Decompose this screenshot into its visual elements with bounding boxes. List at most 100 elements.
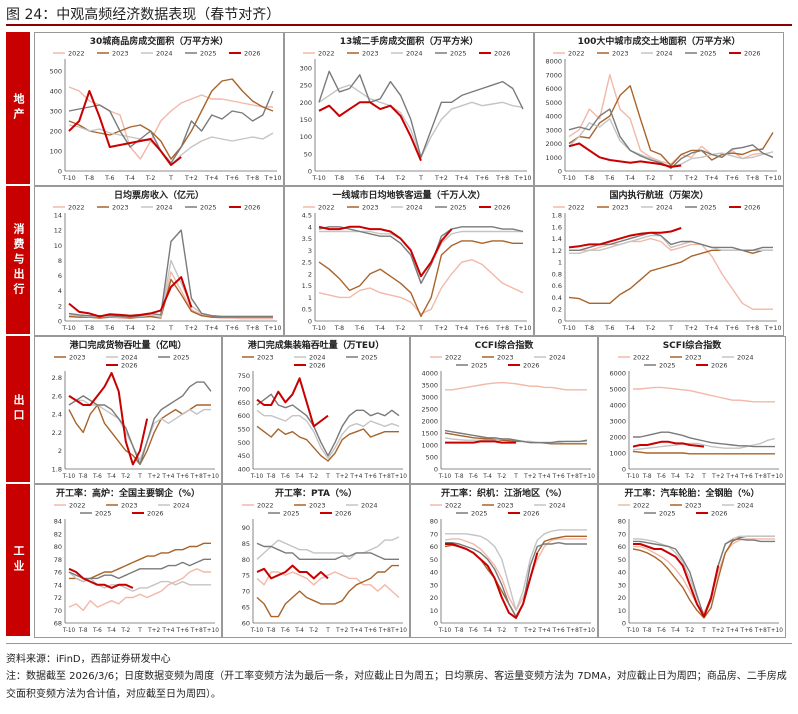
y-tick-label: 0 [58, 318, 62, 326]
legend-label-2023: 2023 [497, 354, 514, 362]
y-tick-label: 0 [622, 620, 626, 628]
x-tick-label: T+4 [349, 474, 362, 480]
x-tick-label: T+8 [190, 628, 203, 634]
x-tick-label: T-6 [354, 175, 364, 182]
chart-panel-c14: 开工率：汽车轮胎：全钢胎（%） 2022 2023 2024 2025 2026 0 10 20… [598, 484, 786, 638]
y-tick-label: 0 [622, 466, 626, 474]
x-tick-label: T-2 [308, 628, 318, 634]
x-tick-label: T-2 [145, 325, 155, 332]
chart-title: 开工率：高炉：全国主要钢企（%） [56, 487, 200, 499]
footer-divider [6, 643, 792, 644]
x-tick-label: T+4 [704, 325, 718, 332]
series-line-2023 [632, 450, 775, 455]
series-line-2026 [568, 142, 682, 168]
x-tick-label: T+8 [245, 175, 259, 182]
y-tick-label: 2000 [609, 434, 626, 442]
series-line-2024 [632, 437, 776, 451]
legend-label-2023: 2023 [257, 354, 274, 362]
x-tick-label: T [701, 628, 706, 634]
x-tick-label: T+10 [578, 474, 595, 480]
x-tick-label: T-4 [375, 325, 385, 332]
legend-label-2023: 2023 [69, 354, 86, 362]
series-line-2024 [68, 395, 211, 461]
series-line-2025 [568, 108, 774, 169]
chart-svg-c12: 开工率：PTA（%）2022 2023 2024 2025 2026 60 65 70 75 80… [242, 487, 407, 634]
y-tick-label: 1.5 [302, 282, 312, 290]
series-line-2022 [68, 568, 211, 611]
x-tick-label: T+10 [264, 325, 282, 332]
legend-label-2022: 2022 [445, 354, 462, 362]
series-line-2025 [318, 226, 524, 284]
legend-label-2025: 2025 [173, 354, 190, 362]
chart-panel-c12: 开工率：PTA（%） 2022 2023 2024 2025 2026 60 65 70 75 80… [222, 484, 410, 638]
y-tick-label: 2.8 [52, 374, 62, 382]
series-line-2022 [569, 237, 773, 310]
x-tick-label: T+8 [378, 474, 391, 480]
chart-svg-c4: 日均票房收入（亿元） 2022 2023 2024 2025 2026 0 2 4 6 8 10 12 1… [53, 189, 282, 332]
y-tick-label: 2 [58, 302, 62, 310]
x-tick-label: T+2 [684, 175, 698, 182]
x-tick-label: T+4 [537, 474, 550, 480]
legend-label-2025: 2025 [200, 50, 217, 58]
series-line-2022 [68, 86, 273, 160]
y-tick-label: 2.5 [302, 259, 312, 267]
y-tick-label: 72 [54, 594, 62, 602]
y-tick-label: 70 [430, 530, 438, 538]
x-tick-label: T+10 [764, 325, 782, 332]
legend-label-2025: 2025 [659, 510, 676, 518]
x-tick-label: T+2 [184, 325, 198, 332]
y-tick-label: 20 [430, 594, 438, 602]
x-tick-label: T-8 [334, 325, 344, 332]
x-tick-label: T+8 [566, 628, 579, 634]
x-tick-label: T-10 [626, 474, 640, 480]
legend-label-2025: 2025 [450, 204, 467, 212]
y-tick-label: 6 [58, 272, 62, 280]
chart-panel-c10: SCFI综合指数 2022 2023 2024 2025 2026 0 1000 2000 300… [598, 336, 786, 484]
x-tick-label: T-4 [125, 325, 135, 332]
legend-label-2026: 2026 [121, 362, 138, 370]
y-tick-label: 0 [434, 620, 438, 628]
y-tick-label: 70 [242, 588, 250, 596]
y-tick-label: 150 [300, 116, 312, 124]
y-tick-label: 0.8 [552, 270, 562, 278]
x-tick-label: T+2 [523, 474, 536, 480]
y-tick-label: 10 [54, 242, 62, 250]
x-tick-label: T [701, 474, 706, 480]
legend-label-2024: 2024 [361, 502, 378, 510]
chart-title: CCFI综合指数 [475, 339, 535, 351]
legend-label-2024: 2024 [156, 204, 173, 212]
y-tick-label: 4.5 [302, 212, 312, 220]
chart-panel-c5: 一线城市日均地铁客运量（千万人次） 2022 2023 2024 2025 2026 0 0.… [284, 186, 534, 336]
chart-panel-c9: CCFI综合指数 2022 2023 2024 2025 2026 0 500 1000 1500… [410, 336, 598, 484]
y-tick-label: 6000 [609, 370, 626, 378]
legend-label-2023: 2023 [362, 204, 379, 212]
chart-svg-c14: 开工率：汽车轮胎：全钢胎（%） 2022 2023 2024 2025 2026 0 10 20… [618, 487, 783, 634]
y-tick-label: 50 [430, 556, 438, 564]
x-tick-label: T-4 [482, 628, 492, 634]
x-tick-label: T+4 [349, 628, 362, 634]
x-tick-label: T+4 [454, 325, 468, 332]
legend-label-2025: 2025 [95, 510, 112, 518]
title-divider [6, 24, 792, 26]
row-label-property: 地产 [6, 32, 30, 184]
x-tick-label: T+10 [514, 175, 532, 182]
chart-title: 国内执行航班（万架次） [609, 189, 708, 201]
legend-label-2022: 2022 [568, 204, 585, 212]
x-tick-label: T+8 [745, 325, 759, 332]
x-tick-label: T-8 [584, 325, 594, 332]
series-line-2022 [633, 538, 775, 614]
y-tick-label: 2.4 [52, 411, 62, 419]
series-line-2024 [68, 571, 211, 592]
legend-label-2025: 2025 [200, 204, 217, 212]
x-tick-label: T+6 [364, 628, 377, 634]
y-tick-label: 650 [238, 399, 250, 407]
series-line-2024 [568, 118, 774, 168]
legend-label-2022: 2022 [633, 502, 650, 510]
y-tick-label: 1.8 [552, 212, 562, 220]
legend-label-2022: 2022 [568, 50, 585, 58]
x-tick-label: T-4 [670, 474, 680, 480]
chart-svg-c10: SCFI综合指数 2022 2023 2024 2025 2026 0 1000 2000 300… [609, 339, 783, 480]
x-tick-label: T-10 [250, 474, 264, 480]
y-tick-label: 0 [58, 168, 62, 176]
y-tick-label: 500 [50, 68, 62, 76]
